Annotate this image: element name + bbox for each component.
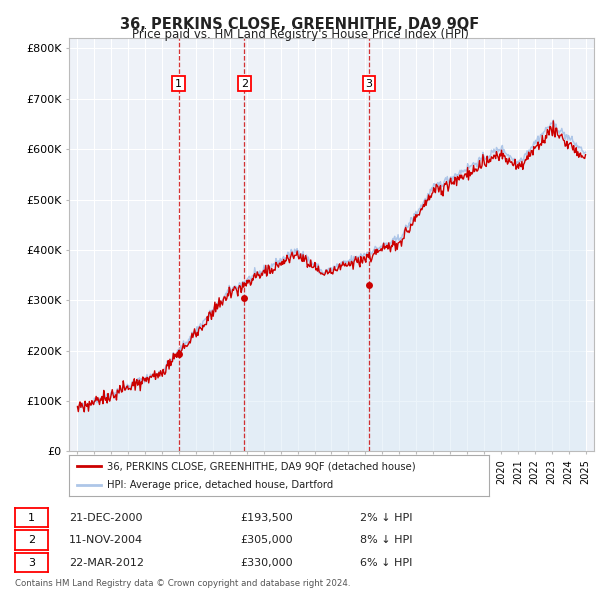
Text: 22-MAR-2012: 22-MAR-2012 [69, 558, 144, 568]
Text: 36, PERKINS CLOSE, GREENHITHE, DA9 9QF: 36, PERKINS CLOSE, GREENHITHE, DA9 9QF [121, 17, 479, 31]
Text: HPI: Average price, detached house, Dartford: HPI: Average price, detached house, Dart… [107, 480, 333, 490]
Text: 6% ↓ HPI: 6% ↓ HPI [360, 558, 412, 568]
Text: £330,000: £330,000 [240, 558, 293, 568]
Text: Price paid vs. HM Land Registry's House Price Index (HPI): Price paid vs. HM Land Registry's House … [131, 28, 469, 41]
Text: 8% ↓ HPI: 8% ↓ HPI [360, 535, 413, 545]
Text: 21-DEC-2000: 21-DEC-2000 [69, 513, 143, 523]
Text: 2: 2 [241, 78, 248, 88]
Text: 3: 3 [28, 558, 35, 568]
Text: 2: 2 [28, 535, 35, 545]
Text: £305,000: £305,000 [240, 535, 293, 545]
Text: £193,500: £193,500 [240, 513, 293, 523]
Text: 2% ↓ HPI: 2% ↓ HPI [360, 513, 413, 523]
Text: 1: 1 [175, 78, 182, 88]
Text: Contains HM Land Registry data © Crown copyright and database right 2024.
This d: Contains HM Land Registry data © Crown c… [15, 579, 350, 590]
Text: 1: 1 [28, 513, 35, 523]
Text: 3: 3 [365, 78, 373, 88]
Text: 36, PERKINS CLOSE, GREENHITHE, DA9 9QF (detached house): 36, PERKINS CLOSE, GREENHITHE, DA9 9QF (… [107, 461, 415, 471]
Text: 11-NOV-2004: 11-NOV-2004 [69, 535, 143, 545]
